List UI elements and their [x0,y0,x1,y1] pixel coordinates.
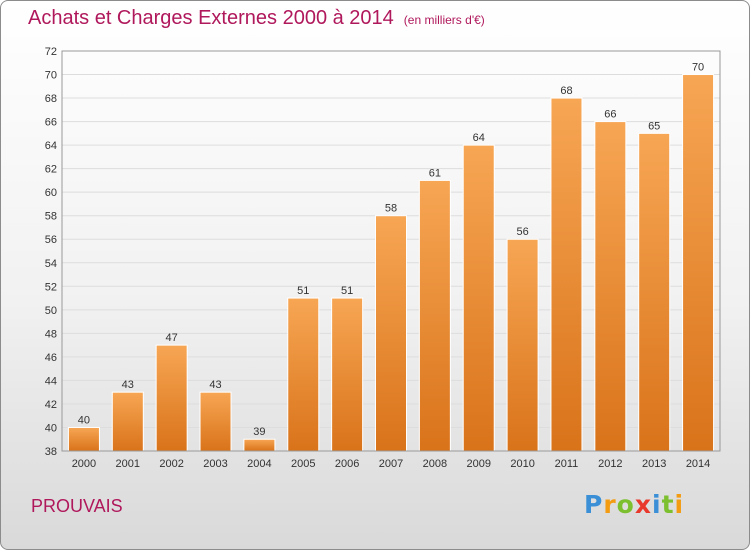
value-label-2008: 61 [429,167,441,179]
logo-letter: P [584,490,604,519]
x-tick-label-2011: 2011 [555,458,579,470]
bar-2007 [375,215,407,452]
y-tick-label: 38 [45,446,57,458]
y-tick-label: 50 [45,305,57,317]
value-label-2000: 40 [78,414,90,426]
x-tick-label-2007: 2007 [379,458,403,470]
y-tick-label: 54 [45,258,57,270]
x-tick-label-2003: 2003 [203,458,227,470]
x-tick-label-2001: 2001 [116,458,140,470]
bar-2001 [111,391,144,452]
y-tick-label: 66 [45,117,57,129]
x-tick-label-2014: 2014 [686,458,710,470]
bar-2002 [155,344,188,452]
x-tick-label-2012: 2012 [598,458,622,470]
logo-letter: r [603,490,617,519]
value-label-2010: 56 [516,226,528,238]
x-tick-label-2009: 2009 [466,458,490,470]
chart-subtitle: (en milliers d'€) [403,13,485,27]
commune-name: PROUVAIS [31,496,123,516]
bar-2013 [638,132,671,452]
y-axis-ticks: 38 40 42 44 46 48 50 52 54 56 58 60 62 64 66 68 70 72 [45,46,57,458]
value-label-2007: 58 [385,203,397,215]
x-tick-label-2006: 2006 [335,458,359,470]
value-label-2002: 47 [166,332,178,344]
chart-title: Achats et Charges Externes 2000 à 2014 (e… [28,7,485,30]
y-tick-label: 62 [45,164,57,176]
y-tick-label: 46 [45,352,57,364]
value-label-2013: 65 [648,120,660,132]
bar-2003 [199,391,232,452]
proxiti-logo[interactable]: Proxiti [584,490,684,519]
y-tick-label: 56 [45,234,57,246]
y-tick-label: 42 [45,399,57,411]
logo-letter: x [634,490,652,519]
value-label-2009: 64 [473,132,485,144]
bars [67,74,715,452]
x-tick-label-2005: 2005 [291,458,315,470]
y-tick-label: 70 [45,70,57,82]
y-tick-label: 64 [45,140,57,152]
x-axis-ticks: 2000 2001 2002 2003 2004 2005 2006 2007 2008 2009… [72,458,711,470]
value-label-2011: 68 [560,85,572,97]
logo-letter: t [661,490,675,519]
y-tick-label: 40 [45,422,57,434]
value-label-2005: 51 [297,285,309,297]
bar-2004 [243,438,276,452]
bar-2012 [594,121,627,452]
y-tick-label: 68 [45,93,57,105]
plot-area [61,50,721,452]
bar-2005 [287,297,320,452]
x-tick-label-2010: 2010 [510,458,534,470]
value-label-2006: 51 [341,285,353,297]
value-label-2001: 43 [122,379,134,391]
bar-2008 [418,179,451,452]
value-label-2014: 70 [692,62,704,74]
y-tick-label: 48 [45,328,57,340]
value-label-2012: 66 [604,109,616,121]
x-tick-label-2008: 2008 [423,458,447,470]
bar-2006 [331,297,364,452]
value-label-2003: 43 [209,379,221,391]
y-tick-label: 52 [45,281,57,293]
bar-2000 [67,426,100,452]
bar-2014 [682,74,715,452]
x-tick-label-2004: 2004 [247,458,271,470]
chart-title-text: Achats et Charges Externes 2000 à 2014 [28,7,394,29]
value-labels: 40 43 47 43 39 51 51 58 61 64 56 68 66 65 70 [78,62,704,439]
y-tick-label: 44 [45,375,57,387]
value-label-2004: 39 [253,426,265,438]
bar-2011 [550,97,583,452]
bar-2009 [462,144,495,452]
logo-letter: i [652,490,662,519]
logo-letter: i [674,490,685,519]
y-tick-label: 72 [45,46,57,58]
bar-2010 [506,238,539,452]
y-tick-label: 60 [45,187,57,199]
x-tick-label-2000: 2000 [72,458,96,470]
x-tick-label-2002: 2002 [159,458,183,470]
x-tick-label-2013: 2013 [642,458,666,470]
logo-letter: o [616,490,635,519]
y-tick-label: 58 [45,211,57,223]
